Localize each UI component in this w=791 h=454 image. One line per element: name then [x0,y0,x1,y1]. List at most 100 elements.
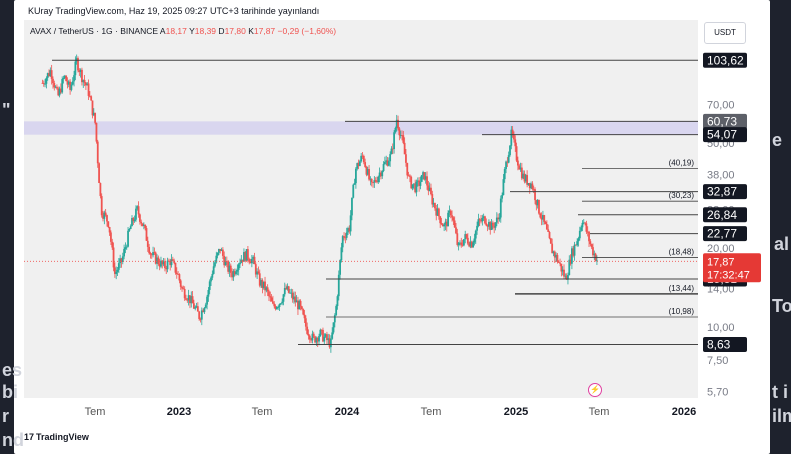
candle-body [160,260,162,267]
candle-body [453,220,456,228]
candle-body [81,69,83,83]
candle-body [290,292,293,294]
candle [82,79,85,88]
candle [253,252,256,265]
candle [301,305,303,311]
candle [289,289,291,294]
candle-body [119,258,122,264]
candle [339,259,341,280]
candle [332,322,335,335]
candle [553,250,556,263]
candle-body [582,222,585,224]
candle-body [540,217,543,220]
candle-body [440,223,443,225]
candle [88,91,91,98]
candle-body [391,148,394,150]
level-label: (40,19) [669,159,695,168]
candle [420,174,423,183]
candle-body [448,210,451,213]
candle [596,255,598,265]
candle [106,214,108,227]
candle [113,262,116,278]
candle-body [191,296,194,304]
candle [153,247,156,255]
candle [293,291,295,304]
candle [266,284,269,297]
candle-body [466,237,469,244]
candle [87,79,90,100]
candle-body [565,275,568,280]
candle-body [423,172,426,180]
candle-body [131,218,133,227]
candle [520,162,523,181]
candle [193,299,195,310]
candle [345,227,348,241]
candle [103,210,106,225]
candle-body [157,257,160,264]
candle-body [427,185,430,191]
candle-body [113,267,116,274]
candle-body [52,78,54,84]
candle-body [295,300,298,303]
candle-body [221,249,224,256]
candle [247,245,249,263]
candle-body [514,139,517,147]
candle [397,115,399,131]
candle [393,130,395,154]
candle-body [457,243,460,245]
candle-body [254,264,257,275]
candle [116,267,119,276]
candle [189,295,191,309]
candle-body [498,217,501,220]
candle-body [491,222,494,227]
candle-body [200,310,203,320]
candle-body [584,222,586,224]
candle-body [596,260,598,262]
candle [432,198,435,208]
candle-body [216,252,219,256]
candle [83,75,86,87]
candle-body [272,301,274,304]
candle [206,294,208,310]
candle [274,304,277,311]
candle-body [577,238,580,242]
level-badge: 60,73 [703,113,747,129]
candle [377,175,380,184]
candle-body [57,88,60,96]
candle [372,181,374,188]
candle [104,208,107,217]
candle-body [356,163,359,169]
candle-body [523,173,526,182]
candle-body [270,297,273,302]
candle [514,135,517,152]
time-axis[interactable] [24,398,698,424]
candle [46,72,49,81]
candle-body [65,75,68,82]
candle-body [301,306,303,310]
candle-body [100,196,103,216]
candle [323,333,326,344]
candle-body [232,271,235,278]
currency-button[interactable]: USDT [704,22,746,44]
candle-body [571,248,573,264]
candle-body [53,83,56,88]
candle-body [298,300,301,310]
candle-body [198,311,201,319]
candle-body [365,166,368,175]
candle [127,227,129,248]
candle [69,79,71,95]
candle [144,224,147,231]
candle [185,294,187,301]
candle-body [344,237,347,239]
bg-letter: bi [2,382,18,402]
candle [199,317,202,323]
candle-body [275,307,278,310]
tradingview-footer[interactable]: 17 TradingView [24,432,89,442]
candle [146,236,149,252]
candle [465,233,468,240]
candle [258,269,261,288]
candle [165,265,168,275]
lightning-icon[interactable]: ⚡ [588,383,602,397]
candle-body [361,155,364,157]
